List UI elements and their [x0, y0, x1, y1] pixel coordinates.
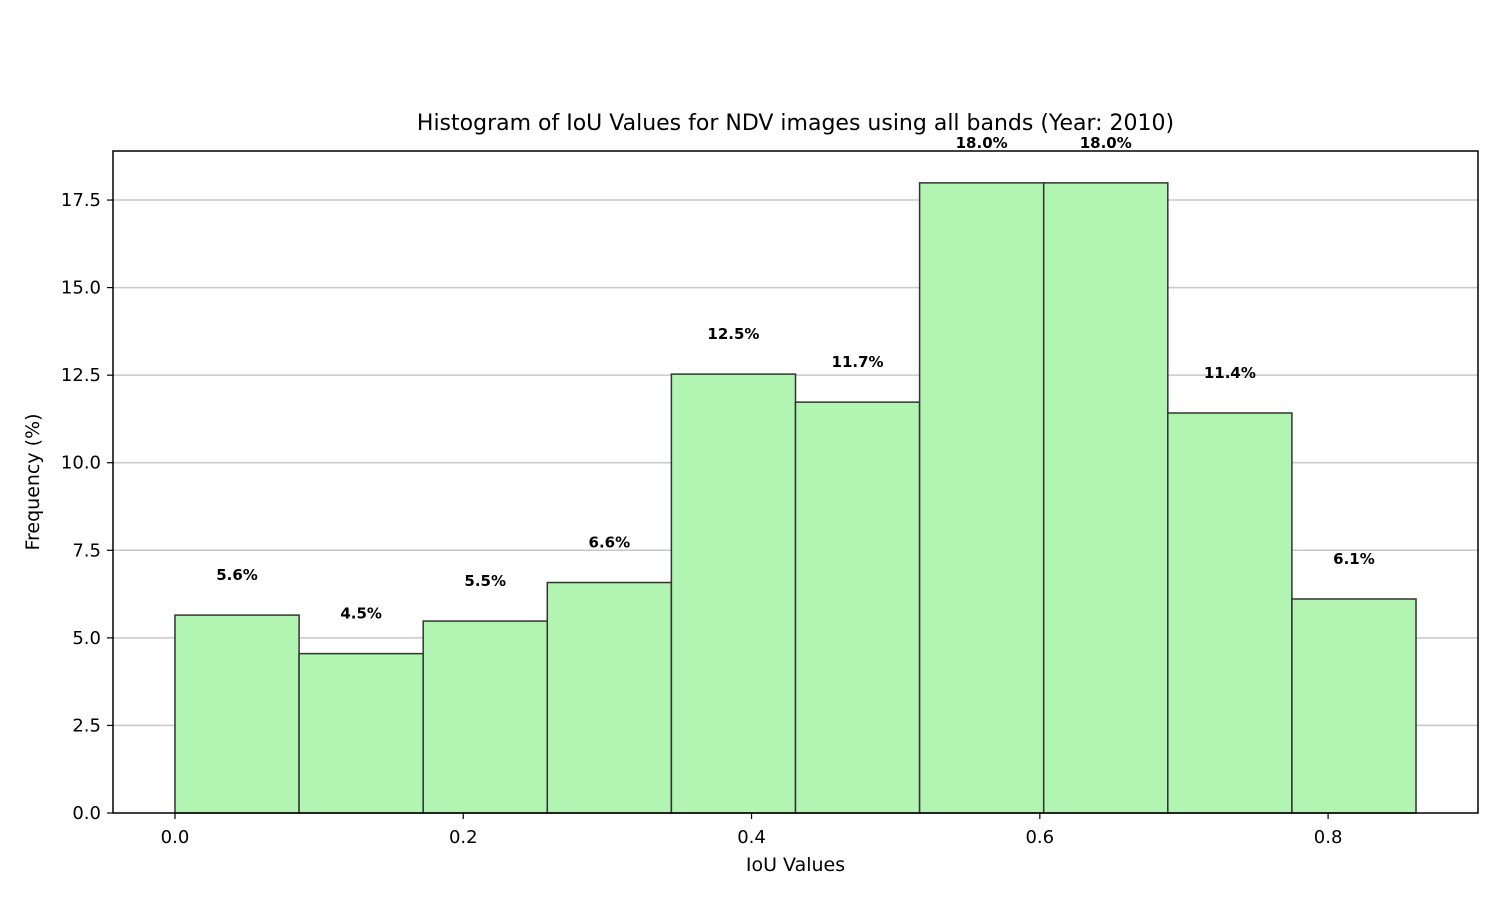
x-axis-ticks: 0.0 0.2 0.4 0.6 0.8: [161, 813, 1343, 848]
histogram-bar: [174, 614, 300, 814]
histogram-bar: [1167, 412, 1293, 814]
bar-value-label: 5.6%: [216, 566, 258, 584]
x-axis-label: IoU Values: [746, 854, 845, 876]
bar-value-label: 11.7%: [832, 353, 884, 371]
y-tick-label: 5.0: [72, 628, 101, 649]
bar-value-label: 4.5%: [340, 605, 382, 623]
y-tick-label: 0.0: [72, 803, 101, 824]
y-axis-label: Frequency (%): [22, 413, 44, 550]
y-tick-label: 10.0: [61, 453, 101, 474]
bar-labels: 5.6% 4.5% 5.5% 6.6% 12.5% 11.7% 18.0% 18.0% 11.4…: [216, 134, 1375, 623]
bar-value-label: 5.5%: [464, 572, 506, 590]
x-tick-label: 0.2: [449, 827, 478, 848]
y-axis-ticks: 0.0 2.5 5.0 7.5 10.0 12.5 15.0 17.5: [61, 190, 113, 824]
x-tick-label: 0.4: [737, 827, 766, 848]
histogram-bar: [1291, 598, 1417, 814]
y-tick-label: 15.0: [61, 278, 101, 299]
histogram-bar: [1042, 182, 1169, 814]
histogram-bar: [298, 652, 424, 814]
histogram-bar: [422, 620, 549, 814]
y-tick-label: 2.5: [72, 715, 101, 736]
histogram-bar: [794, 401, 921, 814]
x-tick-label: 0.0: [161, 827, 190, 848]
y-tick-label: 7.5: [72, 540, 101, 561]
x-tick-label: 0.8: [1314, 827, 1343, 848]
y-tick-label: 12.5: [61, 365, 101, 386]
bars: [174, 182, 1417, 814]
histogram-bar: [670, 373, 797, 814]
chart-title: Histogram of IoU Values for NDV images u…: [417, 111, 1174, 136]
bar-value-label: 6.1%: [1333, 550, 1375, 568]
histogram-bar: [546, 581, 673, 814]
bar-value-label: 11.4%: [1204, 364, 1256, 382]
bar-value-label: 18.0%: [1080, 134, 1132, 152]
histogram-bar: [918, 182, 1045, 814]
bar-value-label: 12.5%: [707, 325, 759, 343]
bar-value-label: 18.0%: [956, 134, 1008, 152]
x-tick-label: 0.6: [1025, 827, 1054, 848]
plot-frame: [112, 150, 1479, 814]
bar-value-label: 6.6%: [589, 533, 631, 551]
y-tick-label: 17.5: [61, 190, 101, 211]
